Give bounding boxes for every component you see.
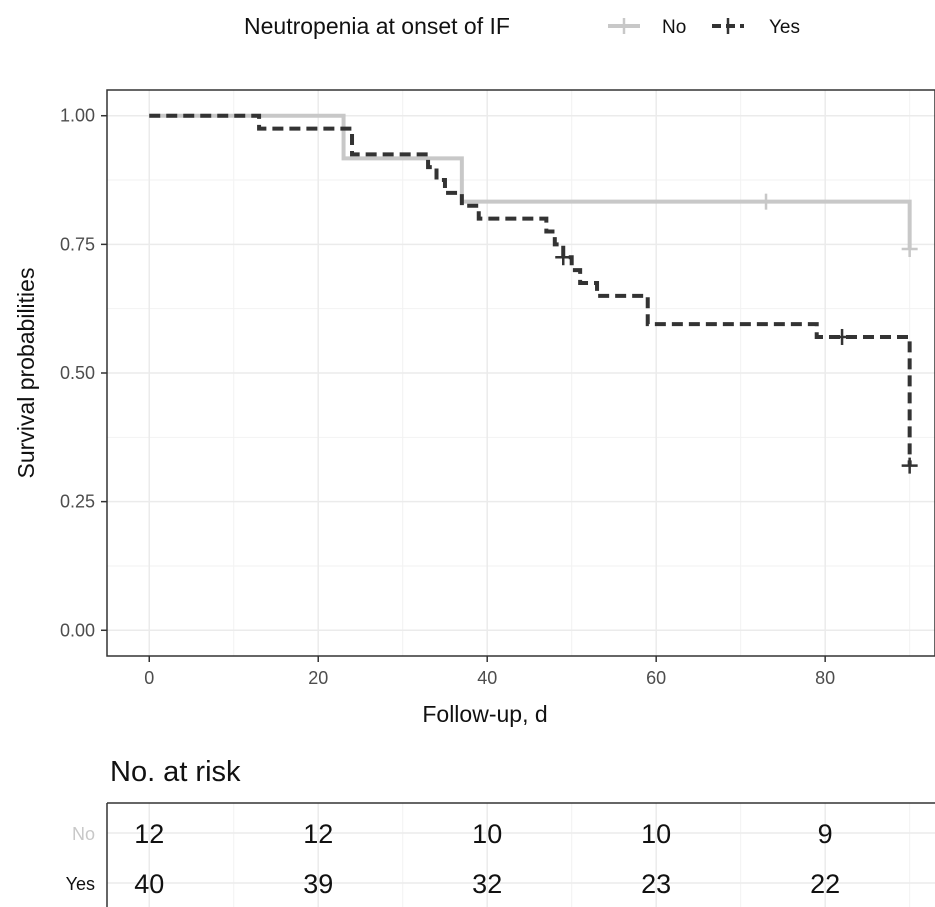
risk-count: 22 bbox=[810, 869, 840, 899]
y-axis: 0.00 0.25 0.50 0.75 1.00 bbox=[60, 106, 107, 640]
risk-table-title: No. at risk bbox=[110, 756, 241, 788]
y-tick-label: 0.75 bbox=[60, 234, 95, 254]
x-tick-label: 0 bbox=[144, 668, 154, 688]
legend-key-yes bbox=[712, 18, 744, 34]
plot-panel bbox=[106, 89, 935, 657]
risk-row-label: Yes bbox=[66, 874, 95, 894]
risk-table: No. at risk No 12 12 10 10 9 Yes 40 39 32 23 22 bbox=[66, 756, 935, 907]
risk-count: 23 bbox=[641, 869, 671, 899]
legend-key-no bbox=[608, 18, 640, 34]
x-axis-label: Follow-up, d bbox=[422, 701, 547, 727]
y-axis-label: Survival probabilities bbox=[13, 268, 39, 479]
risk-count: 10 bbox=[641, 819, 671, 849]
x-axis: 0 20 40 60 80 bbox=[144, 656, 835, 688]
risk-count: 9 bbox=[818, 819, 833, 849]
risk-table-rows: No 12 12 10 10 9 Yes 40 39 32 23 22 bbox=[66, 819, 841, 899]
y-tick-label: 0.50 bbox=[60, 363, 95, 383]
survival-curve-no bbox=[149, 113, 912, 249]
y-tick-label: 0.00 bbox=[60, 620, 95, 640]
risk-count: 32 bbox=[472, 869, 502, 899]
y-tick-label: 0.25 bbox=[60, 492, 95, 512]
grid-major bbox=[107, 90, 935, 656]
legend-label-no: No bbox=[662, 17, 686, 38]
survival-curve-yes bbox=[149, 113, 912, 466]
risk-table-grid bbox=[107, 803, 935, 907]
series-layer bbox=[149, 113, 918, 474]
y-tick-label: 1.00 bbox=[60, 106, 95, 126]
legend-title: Neutropenia at onset of IF bbox=[244, 13, 510, 39]
risk-count: 12 bbox=[134, 819, 164, 849]
risk-count: 39 bbox=[303, 869, 333, 899]
x-tick-label: 40 bbox=[477, 668, 497, 688]
x-tick-label: 80 bbox=[815, 668, 835, 688]
risk-count: 10 bbox=[472, 819, 502, 849]
x-tick-label: 20 bbox=[308, 668, 328, 688]
x-tick-label: 60 bbox=[646, 668, 666, 688]
legend-label-yes: Yes bbox=[769, 17, 800, 38]
risk-row-label: No bbox=[72, 824, 95, 844]
risk-count: 12 bbox=[303, 819, 333, 849]
legend: Neutropenia at onset of IF No Yes bbox=[244, 13, 800, 39]
risk-count: 40 bbox=[134, 869, 164, 899]
